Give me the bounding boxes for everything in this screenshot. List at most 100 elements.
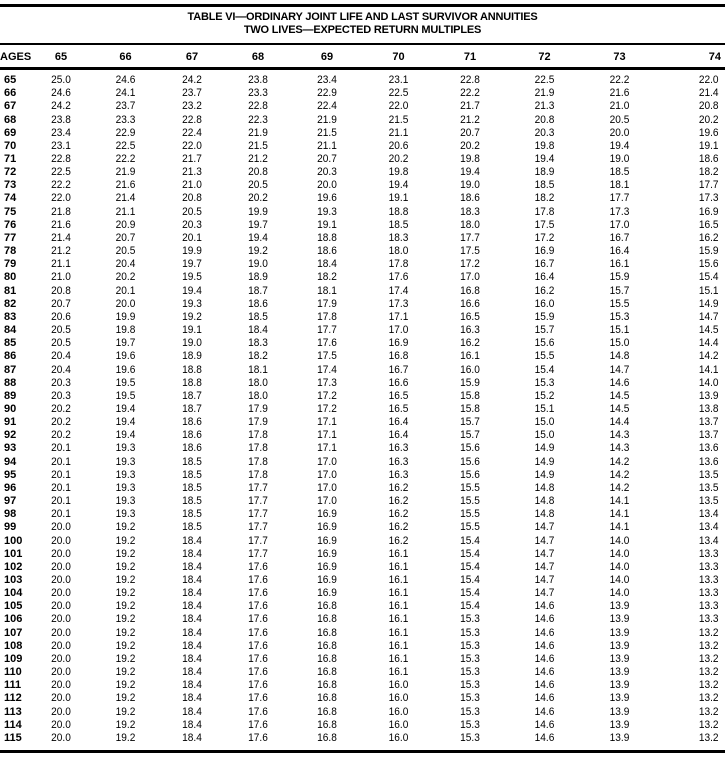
- table-subtitle: TWO LIVES—EXPECTED RETURN MULTIPLES: [243, 24, 482, 36]
- table-cell: 21.6: [51, 218, 71, 231]
- table-cell: 15.7: [460, 416, 480, 429]
- table-cell: 17.6: [388, 271, 409, 284]
- table-cell: 23.8: [51, 113, 71, 126]
- table-cell: 21.6: [609, 87, 630, 100]
- table-cell: 13.9: [609, 652, 630, 665]
- table-cell: 17.6: [248, 705, 268, 718]
- table-cell: 16.0: [388, 731, 409, 744]
- table-cell: 15.5: [460, 495, 480, 508]
- table-cell: 16.2: [698, 231, 719, 244]
- row-age-label: 72: [4, 166, 17, 179]
- column-header-age-66: 66: [119, 51, 132, 63]
- table-cell: 19.4: [534, 153, 555, 166]
- table-cell: 17.8: [248, 429, 268, 442]
- table-cell: 17.8: [317, 310, 337, 323]
- table-cell: 13.6: [698, 455, 719, 468]
- table-cell: 15.3: [460, 652, 480, 665]
- row-age-label: 100: [4, 534, 23, 547]
- table-cell: 20.0: [51, 692, 71, 705]
- table-cell: 19.9: [182, 245, 202, 258]
- table-cell: 14.7: [534, 574, 555, 587]
- table-cell: 22.5: [51, 166, 71, 179]
- table-row: 79 21.1 20.4 19.7 19.0 18.4 17.8 17.2 16.7 16.1 15…: [0, 258, 725, 271]
- table-row: 82 20.7 20.0 19.3 18.6 17.9 17.3 16.6 16.0 15.5 14…: [0, 298, 725, 311]
- table-cell: 15.9: [460, 376, 480, 389]
- table-cell: 14.0: [609, 560, 630, 573]
- table-cell: 17.0: [460, 271, 480, 284]
- table-cell: 19.5: [182, 271, 202, 284]
- table-cell: 14.1: [609, 521, 630, 534]
- row-age-label: 93: [4, 442, 17, 455]
- table-cell: 21.8: [51, 205, 71, 218]
- table-cell: 20.3: [51, 376, 71, 389]
- table-row: 88 20.3 19.5 18.8 18.0 17.3 16.6 15.9 15.3 14.6 14…: [0, 377, 725, 390]
- table-cell: 18.0: [460, 218, 480, 231]
- table-cell: 13.9: [698, 389, 719, 402]
- table-row: 110 20.0 19.2 18.4 17.6 16.8 16.1 15.3 14.6 13.9 1…: [0, 666, 725, 679]
- top-rule: [0, 4, 725, 7]
- table-cell: 20.0: [317, 179, 337, 192]
- table-cell: 13.9: [609, 626, 630, 639]
- table-cell: 17.1: [317, 429, 337, 442]
- table-cell: 15.3: [460, 692, 480, 705]
- table-cell: 17.7: [248, 547, 268, 560]
- table-cell: 17.6: [248, 613, 268, 626]
- row-age-label: 99: [4, 521, 17, 534]
- table-cell: 14.6: [534, 731, 555, 744]
- table-cell: 21.4: [51, 231, 71, 244]
- table-row: 106 20.0 19.2 18.4 17.6 16.8 16.1 15.3 14.6 13.9 1…: [0, 613, 725, 626]
- table-cell: 18.5: [182, 508, 202, 521]
- table-cell: 17.6: [248, 574, 268, 587]
- table-cell: 20.8: [248, 166, 268, 179]
- table-cell: 18.8: [182, 376, 202, 389]
- table-cell: 17.6: [317, 337, 337, 350]
- table-cell: 19.2: [115, 626, 136, 639]
- table-cell: 24.1: [115, 87, 136, 100]
- table-cell: 17.5: [460, 245, 480, 258]
- table-cell: 19.2: [115, 547, 136, 560]
- table-cell: 14.2: [698, 350, 719, 363]
- table-cell: 15.6: [460, 468, 480, 481]
- table-cell: 14.8: [534, 495, 555, 508]
- row-age-label: 83: [4, 310, 17, 323]
- row-age-label: 90: [4, 402, 17, 415]
- table-cell: 20.2: [51, 429, 71, 442]
- table-cell: 21.4: [698, 87, 719, 100]
- table-cell: 13.2: [698, 692, 719, 705]
- table-cell: 18.3: [388, 231, 409, 244]
- table-cell: 20.2: [51, 402, 71, 415]
- table-row: 75 21.8 21.1 20.5 19.9 19.3 18.8 18.3 17.8 17.3 16…: [0, 206, 725, 219]
- table-cell: 21.0: [182, 179, 202, 192]
- table-cell: 15.1: [534, 402, 555, 415]
- table-cell: 18.4: [182, 534, 202, 547]
- table-cell: 16.8: [317, 613, 337, 626]
- table-cell: 14.1: [698, 363, 719, 376]
- table-cell: 19.4: [115, 429, 136, 442]
- row-age-label: 74: [4, 192, 17, 205]
- table-cell: 16.1: [388, 666, 409, 679]
- table-cell: 17.9: [248, 402, 268, 415]
- table-cell: 21.9: [248, 126, 268, 139]
- table-row: 94 20.1 19.3 18.5 17.8 17.0 16.3 15.6 14.9 14.2 13…: [0, 456, 725, 469]
- table-cell: 21.1: [115, 205, 136, 218]
- table-cell: 19.4: [115, 402, 136, 415]
- table-cell: 15.4: [460, 547, 480, 560]
- table-cell: 18.4: [182, 613, 202, 626]
- column-header-age-67: 67: [185, 51, 199, 63]
- table-cell: 17.7: [317, 324, 337, 337]
- table-cell: 15.3: [460, 613, 480, 626]
- table-cell: 14.7: [534, 521, 555, 534]
- table-cell: 18.5: [182, 481, 202, 494]
- table-cell: 17.8: [388, 258, 409, 271]
- table-row: 76 21.6 20.9 20.3 19.7 19.1 18.5 18.0 17.5 17.0 16…: [0, 219, 725, 232]
- table-cell: 18.5: [182, 468, 202, 481]
- table-cell: 15.3: [460, 666, 480, 679]
- table-cell: 22.2: [609, 74, 630, 87]
- table-cell: 15.4: [460, 587, 480, 600]
- table-cell: 19.2: [115, 600, 136, 613]
- table-cell: 14.7: [698, 310, 719, 323]
- table-cell: 20.3: [182, 218, 202, 231]
- table-cell: 19.4: [388, 179, 409, 192]
- table-cell: 19.0: [182, 337, 202, 350]
- table-cell: 17.3: [609, 205, 630, 218]
